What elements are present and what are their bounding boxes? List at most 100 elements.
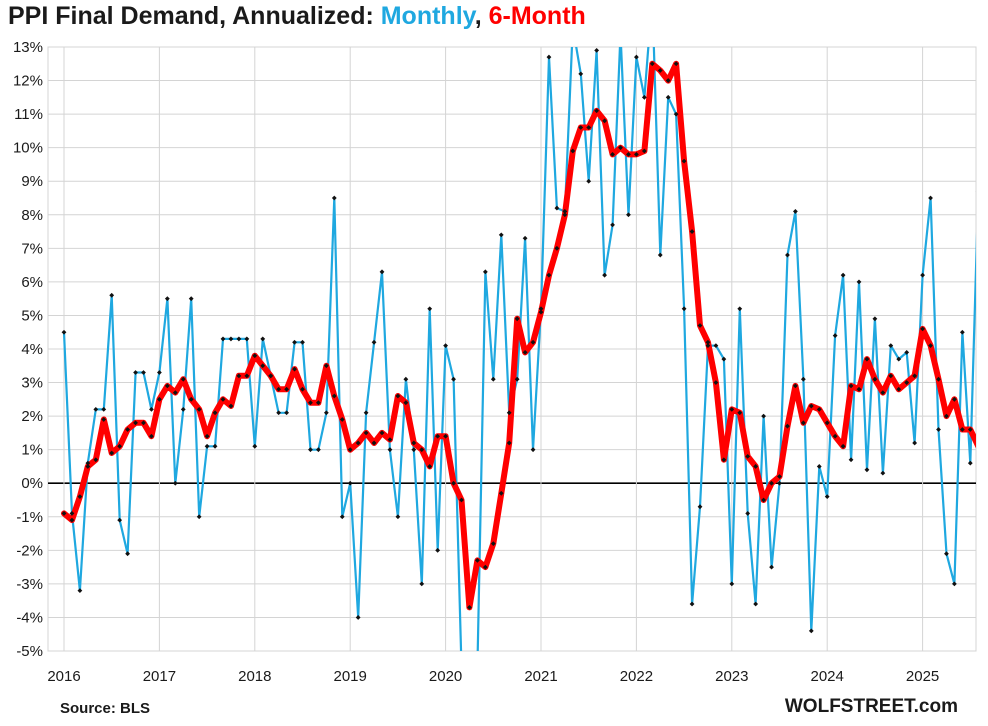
data-point-six-month: [371, 440, 377, 446]
data-point-monthly: [673, 111, 679, 117]
data-point-six-month: [300, 386, 305, 392]
data-point-monthly: [292, 339, 297, 345]
data-point-six-month: [180, 376, 186, 382]
data-point-six-month: [578, 125, 584, 130]
data-point-monthly: [880, 470, 886, 476]
data-point-monthly: [808, 628, 814, 634]
data-point-six-month: [490, 541, 496, 547]
data-point-monthly: [69, 511, 75, 516]
data-point-monthly: [618, 31, 623, 36]
data-point-monthly: [697, 504, 703, 510]
data-point-six-month: [77, 494, 83, 500]
data-point-monthly: [276, 410, 282, 416]
data-point-six-month: [697, 323, 703, 328]
data-point-monthly: [212, 443, 218, 449]
data-point-monthly: [578, 71, 584, 77]
x-tick-label: 2019: [334, 668, 367, 685]
data-point-monthly: [538, 306, 544, 312]
data-point-six-month: [141, 420, 146, 426]
y-tick-label: 6%: [21, 274, 43, 291]
data-point-six-month: [721, 457, 727, 463]
data-point-monthly: [498, 232, 504, 238]
data-point-six-month: [562, 212, 568, 218]
data-point-monthly: [109, 292, 115, 298]
data-point-six-month: [538, 309, 544, 315]
data-point-monthly: [188, 296, 194, 302]
data-point-six-month: [506, 440, 512, 446]
data-point-monthly: [514, 376, 520, 382]
y-tick-label: -5%: [16, 643, 43, 660]
data-point-monthly: [856, 279, 862, 285]
x-tick-label: 2024: [811, 668, 844, 685]
data-point-monthly: [506, 410, 512, 416]
data-point-six-month: [395, 393, 401, 399]
data-point-monthly: [928, 195, 933, 201]
data-point-monthly: [125, 551, 130, 557]
y-tick-label: -3%: [16, 576, 43, 593]
series-line-six-month: [61, 60, 976, 611]
data-point-six-month: [451, 480, 456, 486]
data-point-six-month: [713, 380, 719, 385]
data-point-six-month: [172, 390, 178, 396]
data-point-monthly: [482, 269, 488, 275]
data-point-six-month: [705, 339, 711, 345]
data-point-monthly: [745, 511, 751, 516]
data-point-six-month: [459, 497, 464, 503]
x-tick-label: 2021: [524, 668, 557, 685]
data-point-six-month: [403, 400, 409, 406]
data-point-six-month: [101, 417, 107, 422]
data-point-monthly: [220, 336, 226, 342]
data-point-monthly: [769, 564, 774, 570]
data-point-six-month: [292, 366, 297, 372]
data-point-monthly: [721, 356, 727, 362]
data-point-six-month: [594, 108, 600, 114]
data-point-monthly: [157, 370, 162, 375]
data-point-six-month: [649, 61, 655, 67]
data-point-monthly: [562, 209, 568, 214]
data-point-six-month: [959, 427, 965, 432]
data-point-monthly: [641, 94, 647, 100]
data-point-monthly: [634, 54, 639, 60]
data-point-six-month: [387, 437, 393, 442]
data-point-monthly: [984, 528, 988, 533]
data-point-monthly: [260, 336, 266, 342]
data-point-six-month: [443, 433, 448, 439]
data-point-monthly: [626, 212, 631, 218]
data-point-six-month: [657, 68, 663, 73]
data-point-monthly: [284, 410, 289, 416]
data-point-six-month: [411, 440, 417, 446]
data-point-monthly: [848, 457, 854, 463]
data-point-monthly: [236, 336, 242, 342]
data-point-six-month: [864, 356, 870, 362]
data-point-six-month: [228, 403, 234, 409]
data-point-monthly: [387, 447, 393, 453]
data-point-monthly: [77, 588, 83, 593]
data-point-six-month: [570, 148, 576, 154]
data-point-monthly: [944, 551, 949, 557]
data-point-six-month: [665, 78, 671, 83]
data-point-six-month: [888, 373, 894, 379]
data-point-six-month: [164, 383, 170, 389]
data-point-monthly: [371, 339, 377, 345]
data-point-six-month: [363, 430, 369, 436]
data-point-monthly: [522, 235, 528, 241]
chart-title: PPI Final Demand, Annualized: Monthly, 6…: [8, 2, 586, 31]
data-point-monthly: [665, 94, 671, 100]
data-point-six-month: [530, 339, 536, 345]
data-point-six-month: [840, 443, 846, 449]
grid-lines: [47, 46, 977, 652]
data-point-monthly: [204, 443, 210, 449]
data-point-six-month: [896, 386, 902, 392]
data-point-six-month: [379, 430, 385, 436]
data-point-monthly: [800, 376, 806, 382]
y-tick-label: 1%: [21, 442, 43, 459]
data-point-monthly: [554, 205, 560, 211]
data-point-six-month: [133, 420, 138, 426]
data-point-six-month: [419, 447, 425, 453]
title-main: PPI Final Demand, Annualized:: [8, 2, 381, 30]
data-point-monthly: [816, 464, 822, 469]
data-point-monthly: [141, 370, 146, 375]
data-point-six-month: [689, 229, 695, 234]
data-point-monthly: [355, 615, 361, 620]
